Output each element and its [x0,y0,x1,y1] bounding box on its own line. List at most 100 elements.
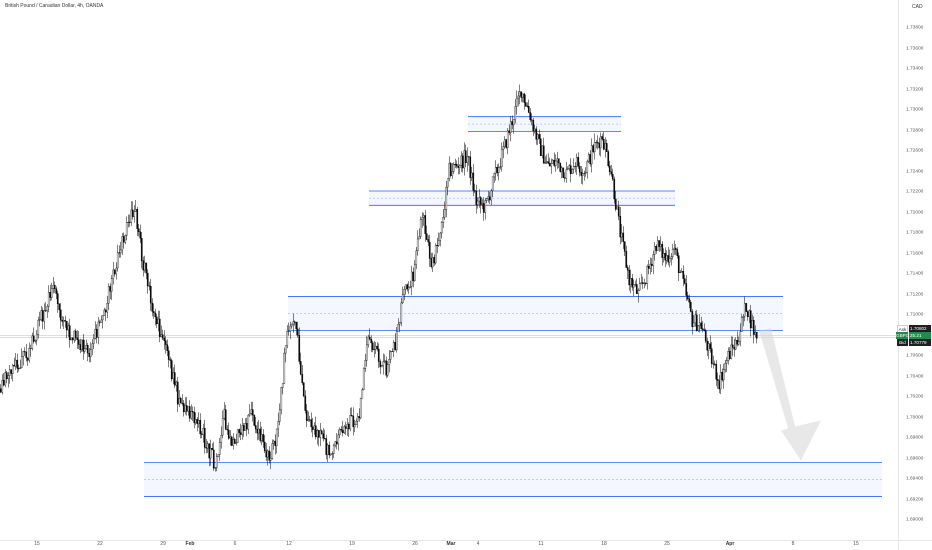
candle [566,166,569,171]
candle [697,325,700,333]
candle-body [409,286,412,288]
candle-body [26,357,29,361]
candle [625,245,628,269]
candle-body [736,340,739,345]
candle-body [446,178,449,188]
candle-body [722,369,725,381]
candle-body [29,348,32,349]
candle-body [488,196,491,201]
candle-body [271,443,274,459]
candle-body [250,409,253,414]
candle-body [103,309,106,316]
candle [544,156,547,164]
candle-body [23,351,26,353]
price-axis-label: 1.69800 [906,435,924,441]
candle [133,205,136,223]
candle-body [569,165,572,174]
candle [485,198,488,204]
time-axis[interactable] [0,540,898,550]
candle-body [325,438,328,455]
candle [241,417,244,440]
candle [661,241,664,266]
candle [509,116,512,142]
candle-body [238,429,241,433]
symbol-row: GBPCAD 25:21 [896,332,932,339]
candle [701,320,704,333]
candle [46,304,49,318]
candle-body [637,290,640,294]
candle-body [379,361,382,368]
candle [172,367,175,385]
candle [226,425,229,435]
candle [187,406,190,416]
candle [715,360,718,386]
candle-body [544,162,547,164]
candle-body [538,134,541,139]
candle-body [316,430,319,438]
candle [314,416,317,440]
candle [37,316,40,339]
price-chart[interactable] [0,0,898,540]
candle-body [28,348,31,361]
candle-body [326,444,329,455]
candle [613,176,616,204]
time-axis-label: 15 [853,541,859,547]
candle [325,434,328,460]
candle-body [268,450,271,461]
candle-body [596,141,599,144]
candle-body [755,332,758,339]
candles-layer [0,84,758,472]
candle [43,303,46,330]
candle-body [665,255,668,261]
candle [472,164,475,197]
candle [32,327,35,344]
candle [298,327,301,365]
candle [425,225,428,241]
candle-body [335,441,338,445]
candle-body [398,322,401,325]
candle-body [533,128,536,131]
candle [190,404,193,420]
candle-body [65,321,68,331]
candle [376,342,379,352]
candle-body [427,239,430,243]
price-axis-label: 1.71800 [906,230,924,236]
candle [643,278,646,289]
candle-body [149,286,152,304]
candle [367,334,370,348]
candle-body [691,311,694,327]
candle-body [443,209,446,218]
candle-body [241,425,244,435]
candle-body [512,119,515,126]
horizontal-zone [369,190,675,206]
price-axis[interactable] [898,0,932,540]
candle [659,236,662,252]
candle [721,368,724,382]
candle [656,236,659,251]
time-axis-label: 4 [476,541,480,547]
candle [419,216,422,240]
candle-body [47,292,50,307]
candle [752,316,755,344]
price-axis-label: 1.71400 [906,271,924,277]
candle [751,314,754,329]
candle-body [572,166,575,170]
candle-body [169,359,172,361]
candle [250,401,253,416]
candle-body [142,260,145,271]
candle [577,152,580,169]
candle [457,157,460,175]
candle-body [95,328,98,338]
candle-body [4,372,7,386]
candle-body [373,348,376,350]
candle [722,363,725,389]
candle-body [277,421,280,430]
candle-body [157,318,160,325]
candle-body [59,309,62,321]
candle-body [725,360,728,364]
candle-body [463,150,466,169]
chart-canvas[interactable] [0,0,898,540]
candle-body [50,288,53,298]
candle [755,331,758,344]
candle [478,189,481,208]
